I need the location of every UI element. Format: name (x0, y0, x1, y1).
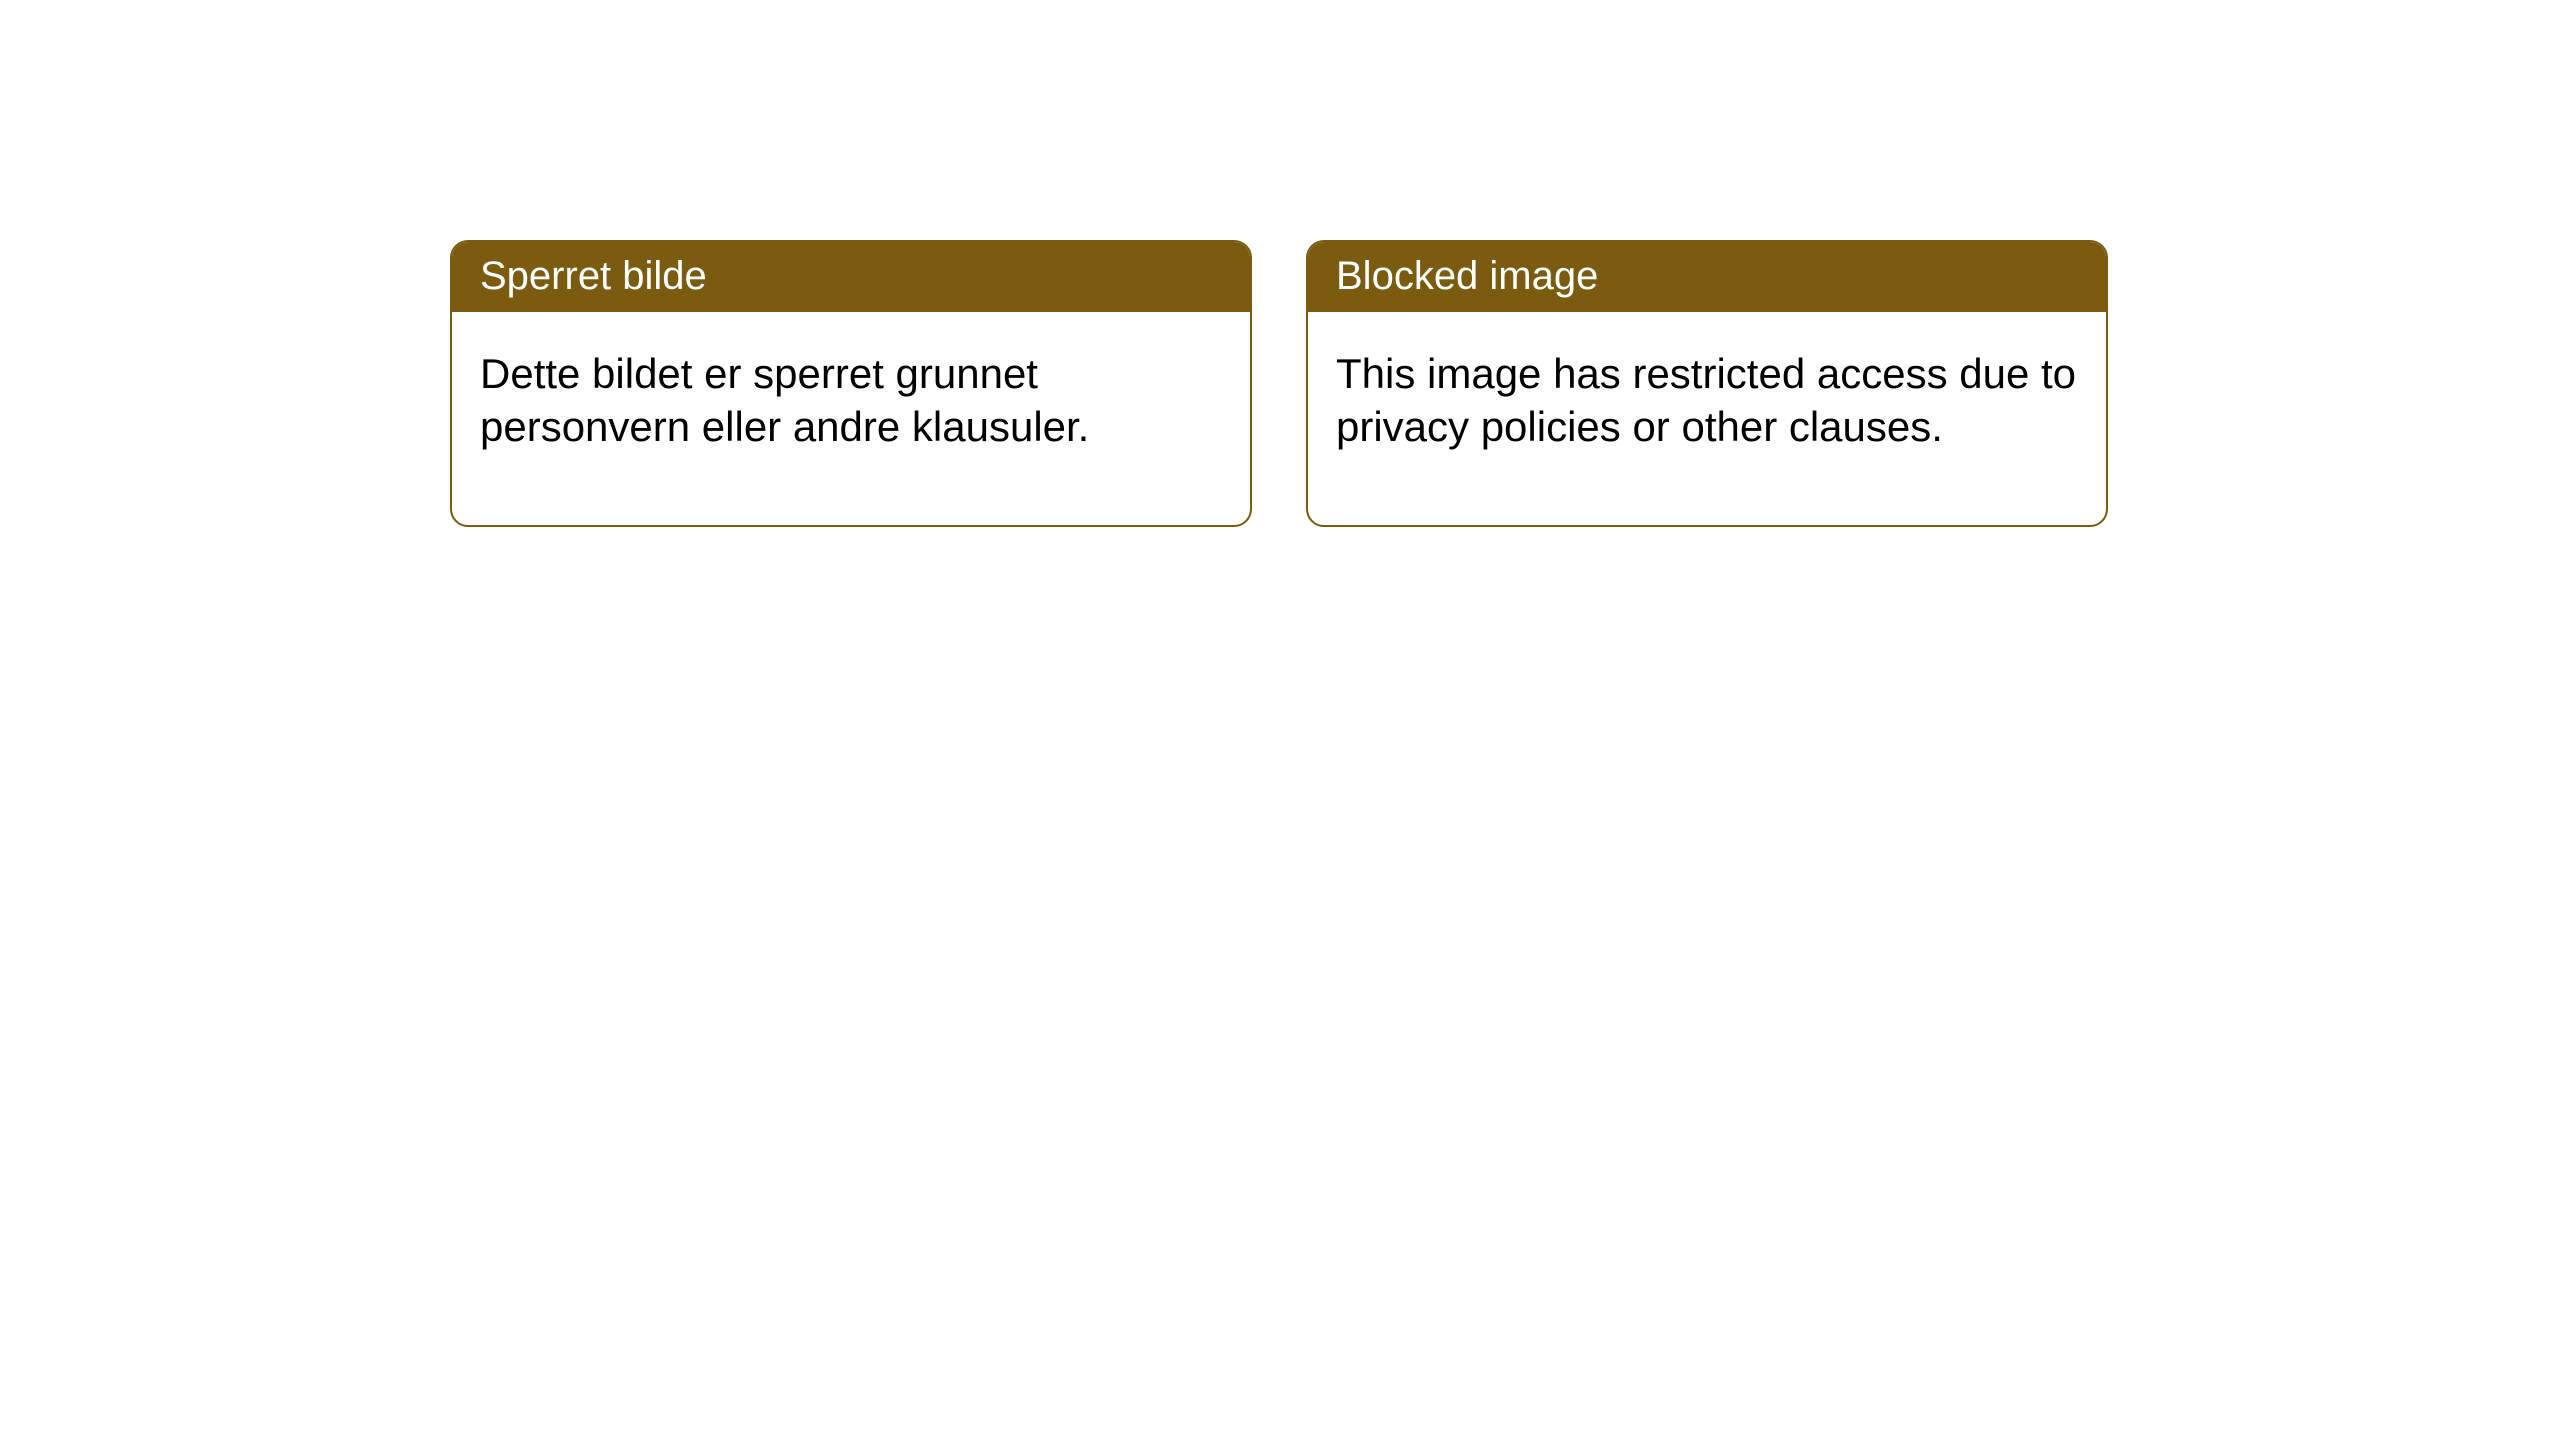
notice-card-norwegian: Sperret bilde Dette bildet er sperret gr… (450, 240, 1252, 527)
card-header: Sperret bilde (452, 242, 1250, 312)
notice-cards-container: Sperret bilde Dette bildet er sperret gr… (450, 240, 2108, 527)
card-body: This image has restricted access due to … (1308, 312, 2106, 525)
card-header: Blocked image (1308, 242, 2106, 312)
notice-card-english: Blocked image This image has restricted … (1306, 240, 2108, 527)
card-body: Dette bildet er sperret grunnet personve… (452, 312, 1250, 525)
